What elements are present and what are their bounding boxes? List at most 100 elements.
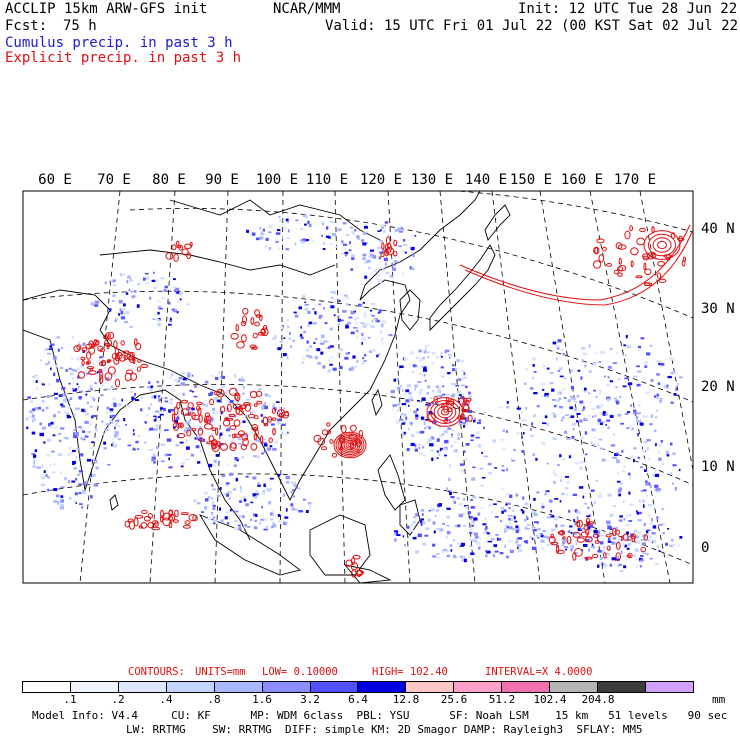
precip-contour	[341, 424, 347, 434]
precip-contour	[250, 443, 258, 451]
precip-contour	[173, 253, 179, 263]
precip-contour	[229, 425, 237, 430]
precip-contour	[630, 260, 634, 268]
lon-label-130e: 130 E	[410, 172, 454, 188]
precip-contour	[458, 397, 465, 406]
colorbar-swatch	[645, 682, 693, 692]
lon-label-110e: 110 E	[305, 172, 349, 188]
precip-contour	[256, 400, 263, 405]
precip-contour	[592, 553, 599, 559]
lon-label-170e: 170 E	[613, 172, 657, 188]
precip-contour	[182, 524, 191, 529]
precip-contour	[136, 366, 142, 372]
lat-label-10n: 10 N	[701, 459, 735, 475]
contours-high: HIGH= 102.40	[372, 666, 448, 678]
cyclone-contour-ring	[440, 408, 450, 416]
precip-contour	[249, 344, 257, 349]
precip-contour	[586, 521, 595, 525]
precip-contour	[339, 446, 344, 451]
precip-contour	[147, 513, 154, 519]
cyclone-contour-ring	[341, 438, 359, 452]
precip-contour	[272, 427, 276, 436]
precip-contour	[104, 339, 113, 347]
precip-contour	[320, 446, 328, 451]
precip-contour	[658, 278, 667, 283]
precip-contour	[253, 403, 258, 407]
precip-contour	[198, 437, 204, 442]
fcst-value: 75 h	[63, 18, 97, 34]
precip-contour	[231, 433, 237, 439]
precip-contour	[251, 424, 259, 432]
precip-contour	[242, 315, 247, 324]
precip-contour	[87, 360, 91, 365]
precip-contour	[224, 417, 230, 421]
precip-contour	[183, 243, 193, 250]
precip-contour	[643, 534, 648, 541]
precip-contour	[557, 531, 564, 535]
colorbar-tick-label: .8	[207, 693, 221, 706]
precip-contour	[352, 554, 361, 560]
colorbar-swatch	[358, 682, 407, 692]
precip-contour	[276, 409, 286, 418]
precip-contour	[134, 338, 138, 347]
precip-contour	[180, 408, 190, 416]
precip-contour	[235, 324, 239, 332]
precip-contour	[236, 341, 245, 349]
precip-contour	[129, 351, 135, 358]
colorbar-swatch	[550, 682, 599, 692]
lat-label-20n: 20 N	[701, 379, 735, 395]
precip-contour	[140, 522, 148, 529]
precip-contour	[618, 257, 622, 265]
fcst-label: Fcst:	[5, 18, 48, 34]
colorbar-tick-label: 25.6	[440, 693, 468, 706]
cyclone-contour-ring	[433, 402, 457, 422]
colorbar-swatch	[166, 682, 215, 692]
cyclone-contour-ring	[335, 433, 365, 457]
precip-contour	[228, 413, 236, 418]
lon-label-160e: 160 E	[560, 172, 604, 188]
map-frame	[22, 190, 694, 584]
precip-contour	[559, 529, 566, 536]
precip-contour	[230, 332, 239, 340]
precip-contour	[80, 356, 86, 361]
precip-contour	[572, 531, 581, 538]
precip-contour	[615, 242, 623, 250]
precip-contour	[640, 546, 647, 553]
precip-contour	[220, 406, 226, 413]
precip-contour	[677, 237, 685, 242]
cyclone-contour-ring	[343, 439, 357, 451]
colorbar-swatch	[598, 682, 646, 692]
precip-contour	[147, 522, 154, 529]
cyclone-contour-ring	[652, 237, 672, 253]
precip-contour	[584, 536, 593, 543]
precip-contour	[99, 375, 104, 384]
precip-contour	[234, 394, 239, 400]
precip-contour	[639, 227, 646, 233]
precip-contour	[392, 251, 398, 257]
explicit-precip-contours	[73, 224, 693, 578]
precip-contour	[631, 535, 636, 543]
precip-contour	[598, 254, 605, 263]
lon-label-100e: 100 E	[255, 172, 299, 188]
precip-contour	[584, 556, 593, 560]
frontal-precip-band	[464, 231, 693, 306]
precip-contour	[260, 435, 264, 445]
precip-contour	[613, 269, 620, 275]
precip-contour	[241, 433, 249, 441]
precip-contour	[191, 427, 197, 432]
precip-contour	[243, 402, 251, 406]
precip-contour	[97, 345, 104, 352]
precip-contour	[576, 537, 585, 543]
precip-contour	[594, 540, 600, 544]
precip-contour	[255, 314, 262, 318]
precip-contour	[160, 509, 164, 519]
precip-contour	[114, 353, 120, 362]
precip-contour	[443, 419, 448, 424]
precip-contour	[100, 359, 107, 367]
precip-contour	[271, 417, 277, 421]
precip-contour	[179, 422, 184, 429]
precip-contour	[255, 390, 263, 397]
precip-contour	[244, 403, 252, 412]
precip-contour	[644, 282, 653, 287]
